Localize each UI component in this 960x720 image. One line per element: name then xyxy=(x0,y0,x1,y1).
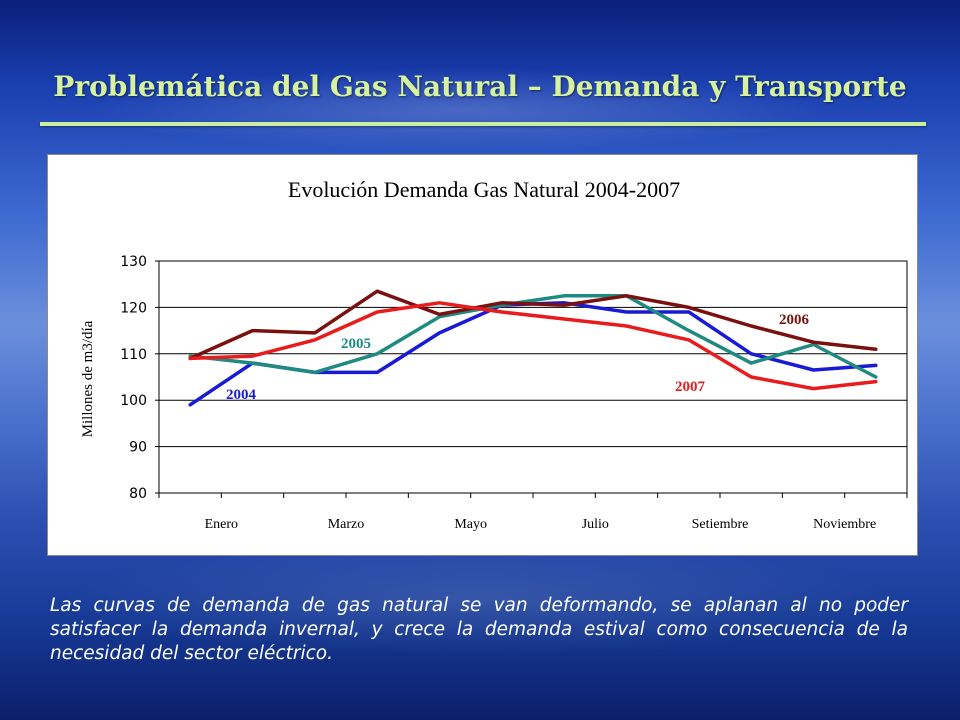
y-tick-label: 120 xyxy=(120,300,147,316)
chart-panel: Evolución Demanda Gas Natural 2004-2007 … xyxy=(47,154,918,556)
slide-title: Problemática del Gas Natural – Demanda y… xyxy=(53,70,907,103)
x-tick-label: Enero xyxy=(205,517,238,532)
plot-frame xyxy=(158,260,908,494)
title-underline xyxy=(40,122,926,126)
y-tick-label: 130 xyxy=(120,254,147,270)
series-label-2004: 2004 xyxy=(226,387,257,403)
x-tick-label: Julio xyxy=(582,517,609,532)
y-axis-label: Millones de m3/día xyxy=(80,320,96,437)
y-tick-label: 90 xyxy=(129,440,147,456)
series-line-2005 xyxy=(188,294,878,379)
y-tick-label: 80 xyxy=(129,486,147,502)
y-tick-label: 110 xyxy=(120,347,147,363)
series-lines xyxy=(188,289,878,407)
plot-area-border xyxy=(158,260,908,494)
series-label-2005: 2005 xyxy=(341,336,371,352)
series-line-2006 xyxy=(188,289,878,361)
x-tick-label: Noviembre xyxy=(813,517,876,532)
chart-title: Evolución Demanda Gas Natural 2004-2007 xyxy=(288,177,680,202)
series-label-2006: 2006 xyxy=(779,312,810,328)
x-tick-label: Mayo xyxy=(454,517,487,532)
y-tick-label: 100 xyxy=(120,393,147,409)
x-tick-label: Setiembre xyxy=(692,517,749,532)
series-line-2007 xyxy=(188,301,878,391)
line-chart: Evolución Demanda Gas Natural 2004-2007 … xyxy=(80,177,908,532)
slide-caption: Las curvas de demanda de gas natural se … xyxy=(50,595,908,664)
x-axis-ticks: Enero Marzo Mayo Julio Setiembre Noviembre xyxy=(158,493,908,532)
series-label-2007: 2007 xyxy=(675,379,706,395)
y-axis-ticks: 80 90 100 110 120 130 xyxy=(120,254,159,502)
gridlines xyxy=(159,260,907,448)
series-labels: 2004 2005 2006 2007 xyxy=(226,312,810,403)
x-tick-label: Marzo xyxy=(328,517,365,532)
